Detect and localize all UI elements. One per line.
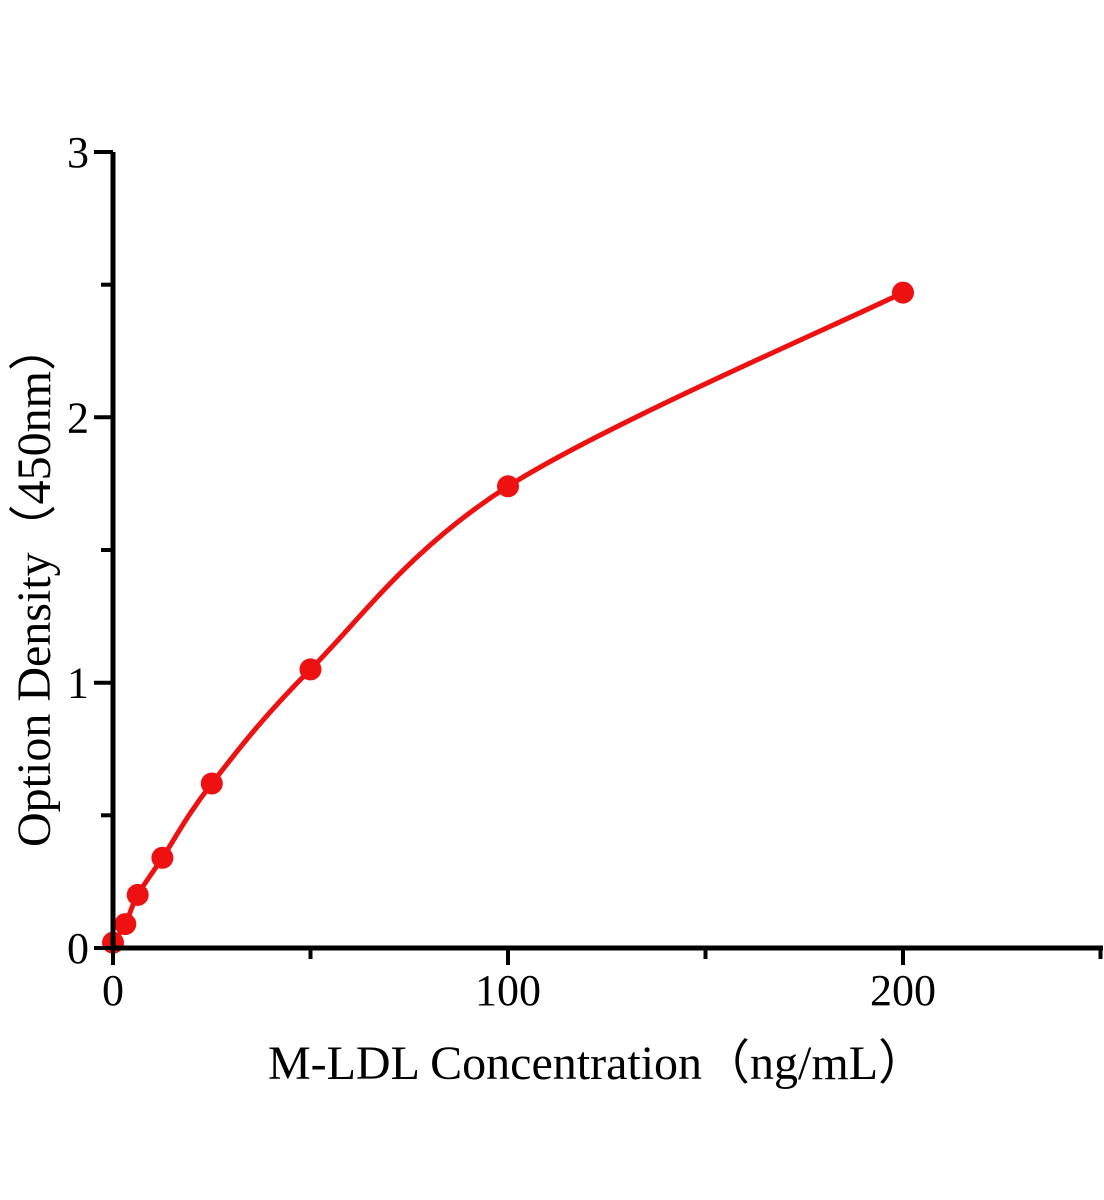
data-point xyxy=(114,913,137,936)
y-tick-label: 1 xyxy=(67,659,89,708)
y-axis-title: Option Density（450nm） xyxy=(8,323,61,847)
data-point xyxy=(892,281,914,304)
x-axis-title: M-LDL Concentration（ng/mL） xyxy=(268,1037,926,1090)
y-tick-label: 3 xyxy=(67,128,89,177)
y-tick-label: 2 xyxy=(67,393,89,442)
x-tick-labels: 0 100 200 xyxy=(102,966,936,1015)
data-point xyxy=(126,883,149,906)
y-tick-labels: 0 1 2 3 xyxy=(67,128,89,973)
axes-layer xyxy=(94,150,1103,965)
data-point xyxy=(497,475,519,498)
x-tick-label: 100 xyxy=(475,966,541,1015)
data-point xyxy=(299,658,322,681)
data-point xyxy=(151,846,174,869)
x-tick-label: 0 xyxy=(102,966,124,1015)
y-tick-label: 0 xyxy=(67,924,89,973)
standard-curve-line xyxy=(110,290,906,946)
data-point xyxy=(200,772,223,795)
x-tick-label: 200 xyxy=(870,966,936,1015)
series-layer xyxy=(102,281,914,954)
